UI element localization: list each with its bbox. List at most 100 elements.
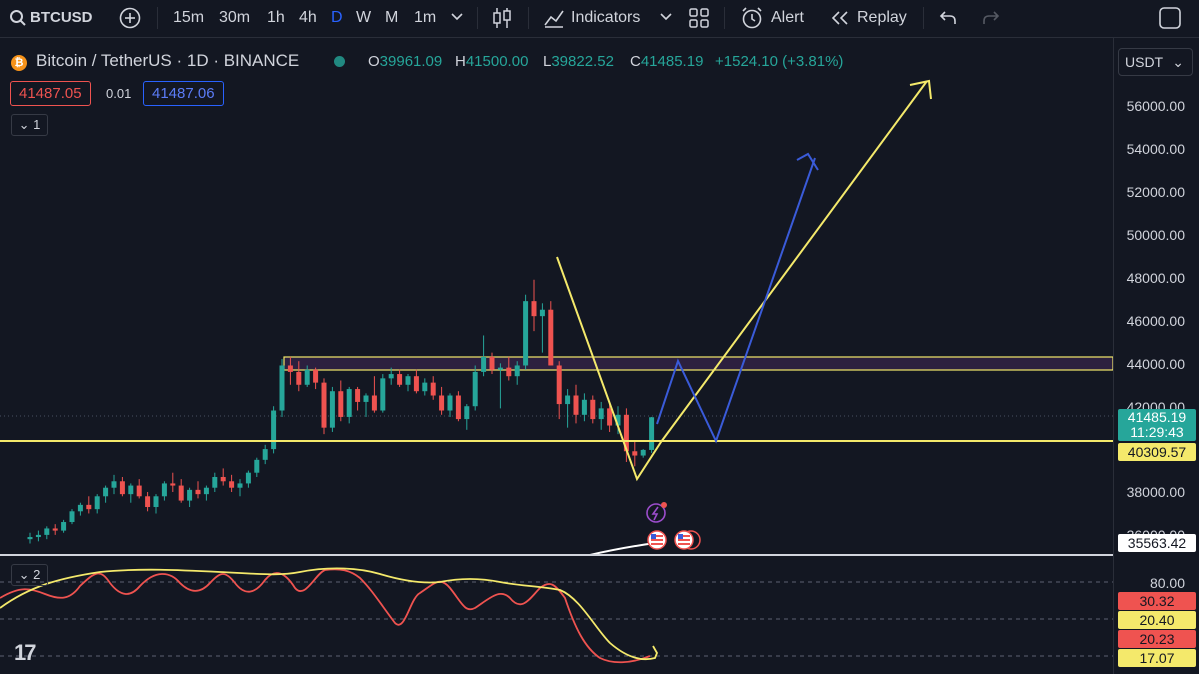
candle-body[interactable] <box>313 369 319 383</box>
candle-body[interactable] <box>212 476 218 488</box>
candle-body[interactable] <box>623 414 629 452</box>
layout-icon[interactable] <box>689 8 709 28</box>
candle-body[interactable] <box>355 389 361 402</box>
yellow-projection-path[interactable] <box>556 80 928 482</box>
interval-15m[interactable]: 15m <box>173 9 205 26</box>
interval-1h[interactable]: 1h <box>267 9 285 26</box>
candle-body[interactable] <box>111 481 117 488</box>
replay-icon[interactable] <box>830 10 850 26</box>
interval-w[interactable]: W <box>356 9 372 26</box>
candle-body[interactable] <box>245 472 251 484</box>
currency-select[interactable]: USDT ⌄ <box>1118 48 1193 76</box>
interval-d[interactable]: D <box>331 9 343 26</box>
candle-body[interactable] <box>397 374 403 385</box>
candle-body[interactable] <box>94 496 100 510</box>
interval-m[interactable]: M <box>385 9 399 26</box>
candle-body[interactable] <box>52 528 58 531</box>
candle-body[interactable] <box>447 395 453 411</box>
price-axis[interactable]: 56000.00 54000.00 52000.00 50000.00 4800… <box>1113 38 1199 674</box>
candle-body[interactable] <box>27 537 33 540</box>
candle-body[interactable] <box>170 483 176 486</box>
candle-body[interactable] <box>439 395 445 411</box>
candle-body[interactable] <box>237 483 243 488</box>
candle-body[interactable] <box>86 504 92 510</box>
interval-1m[interactable]: 1m <box>414 9 437 26</box>
candles-icon[interactable] <box>491 6 513 30</box>
candle-body[interactable] <box>103 487 109 497</box>
candle-body[interactable] <box>455 395 461 420</box>
candle-body[interactable] <box>287 365 293 372</box>
search-icon[interactable] <box>9 9 27 27</box>
candle-body[interactable] <box>489 356 495 370</box>
candle-body[interactable] <box>321 382 327 428</box>
candle-body[interactable] <box>145 496 151 508</box>
candle-body[interactable] <box>481 356 487 372</box>
candle-body[interactable] <box>35 534 41 538</box>
candle-body[interactable] <box>304 369 310 385</box>
add-symbol-icon[interactable] <box>119 7 141 29</box>
redo-icon[interactable] <box>982 10 1000 26</box>
candle-body[interactable] <box>61 522 67 531</box>
candle-body[interactable] <box>329 391 335 428</box>
candle-body[interactable] <box>497 367 503 370</box>
interval-30m[interactable]: 30m <box>219 9 251 26</box>
candle-body[interactable] <box>464 406 470 420</box>
alert-button[interactable]: Alert <box>771 9 804 26</box>
price-chart[interactable] <box>0 38 1113 674</box>
candle-body[interactable] <box>77 504 83 512</box>
alarm-icon[interactable] <box>740 6 764 30</box>
market-status-dot[interactable] <box>334 56 345 67</box>
buy-price-button[interactable]: 41487.06 <box>143 81 224 106</box>
candle-body[interactable] <box>565 395 571 405</box>
candle-body[interactable] <box>573 395 579 415</box>
candle-body[interactable] <box>632 451 638 456</box>
pane-divider[interactable] <box>0 554 1113 556</box>
chevron-down-icon[interactable] <box>451 13 463 23</box>
candle-body[interactable] <box>371 395 377 411</box>
candle-body[interactable] <box>615 414 621 426</box>
chevron-down-icon[interactable] <box>660 13 672 23</box>
resistance-zone[interactable] <box>283 356 1113 371</box>
candle-body[interactable] <box>161 483 167 497</box>
candle-body[interactable] <box>531 301 537 317</box>
candle-body[interactable] <box>203 487 209 495</box>
candle-body[interactable] <box>506 367 512 377</box>
candle-body[interactable] <box>380 378 386 411</box>
oscillator-pane[interactable] <box>0 567 1113 664</box>
us-flag-event-icon[interactable] <box>647 530 667 550</box>
symbol-search[interactable]: BTCUSD <box>30 9 93 26</box>
candle-body[interactable] <box>254 459 260 473</box>
candle-body[interactable] <box>44 528 50 535</box>
fullscreen-icon[interactable] <box>1159 7 1181 29</box>
candle-body[interactable] <box>422 382 428 392</box>
candle-body[interactable] <box>649 417 655 450</box>
candle-body[interactable] <box>514 365 520 377</box>
candle-body[interactable] <box>472 371 478 407</box>
indicators-icon[interactable] <box>543 7 565 29</box>
candle-body[interactable] <box>388 374 394 379</box>
candle-body[interactable] <box>581 399 587 415</box>
interval-4h[interactable]: 4h <box>299 9 317 26</box>
pane1-collapse-button[interactable]: ⌄ 1 <box>11 114 48 136</box>
candle-body[interactable] <box>195 489 201 495</box>
replay-button[interactable]: Replay <box>857 9 907 26</box>
candle-body[interactable] <box>229 481 235 488</box>
candle-body[interactable] <box>346 389 352 417</box>
candle-body[interactable] <box>523 301 529 366</box>
candle-body[interactable] <box>338 391 344 417</box>
candle-body[interactable] <box>271 410 277 450</box>
candle-body[interactable] <box>430 382 436 396</box>
chart-title[interactable]: Bitcoin / TetherUS · 1D · BINANCE <box>36 51 300 70</box>
candle-body[interactable] <box>607 408 613 426</box>
candle-body[interactable] <box>69 511 75 523</box>
candle-body[interactable] <box>405 376 411 385</box>
candle-body[interactable] <box>296 371 302 385</box>
tradingview-logo[interactable]: 17 <box>14 640 37 665</box>
candle-body[interactable] <box>220 476 226 482</box>
candle-body[interactable] <box>153 496 159 508</box>
candle-body[interactable] <box>548 309 554 366</box>
blue-projection-path[interactable] <box>656 157 816 444</box>
candle-body[interactable] <box>128 485 134 495</box>
candle-body[interactable] <box>119 481 125 495</box>
candle-body[interactable] <box>590 399 596 420</box>
